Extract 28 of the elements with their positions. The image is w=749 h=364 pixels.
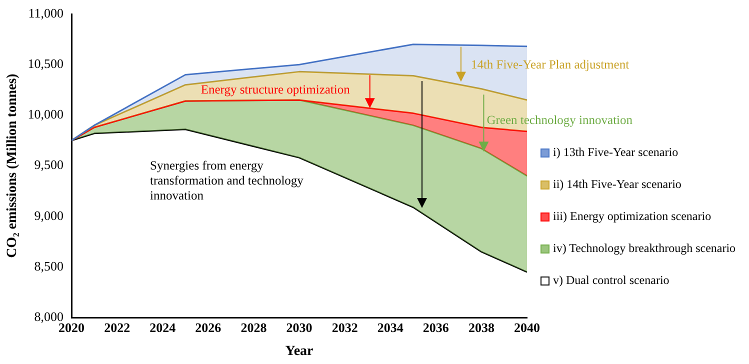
x-tick-label: 2040: [514, 320, 540, 335]
x-tick-label: 2022: [104, 320, 130, 335]
x-tick-label: 2036: [422, 320, 450, 335]
x-tick-label: 2024: [150, 320, 176, 335]
y-tick-label: 9,000: [34, 208, 64, 223]
y-tick-label: 10,000: [28, 106, 64, 122]
y-tick-label: 9,500: [34, 157, 64, 172]
x-tick-label: 2028: [240, 320, 268, 335]
legend-label: i) 13th Five-Year scenario: [553, 145, 678, 160]
annotation: Synergies from energy transformation and technology innovation: [150, 158, 304, 203]
x-axis-title: Year: [285, 344, 314, 360]
legend-label: iv) Technology breakthrough scenario: [553, 241, 736, 256]
x-tick-label: 2026: [195, 320, 222, 335]
y-tick-label: 8,000: [34, 309, 64, 324]
legend-label: v) Dual control scenario: [553, 273, 670, 288]
x-tick-label: 2034: [377, 320, 404, 335]
x-tick-label: 2032: [332, 320, 358, 335]
legend-label: iii) Energy optimization scenario: [553, 209, 712, 224]
y-tick-label: 8,500: [34, 258, 64, 274]
y-tick-label: 10,500: [28, 56, 64, 72]
annotation: Energy structure optimization: [200, 82, 351, 97]
y-tick-label: 11,000: [28, 5, 64, 20]
y-axis-title: CO₂ emissions (Million tonnes): [5, 73, 20, 258]
legend-label: ii) 14th Five-Year scenario: [553, 177, 682, 192]
x-tick-label: 2038: [468, 320, 495, 335]
annotation: Green technology innovation: [486, 113, 634, 128]
x-tick-label: 2030: [286, 320, 312, 335]
annotation: 14th Five-Year Plan adjustment: [470, 57, 630, 72]
